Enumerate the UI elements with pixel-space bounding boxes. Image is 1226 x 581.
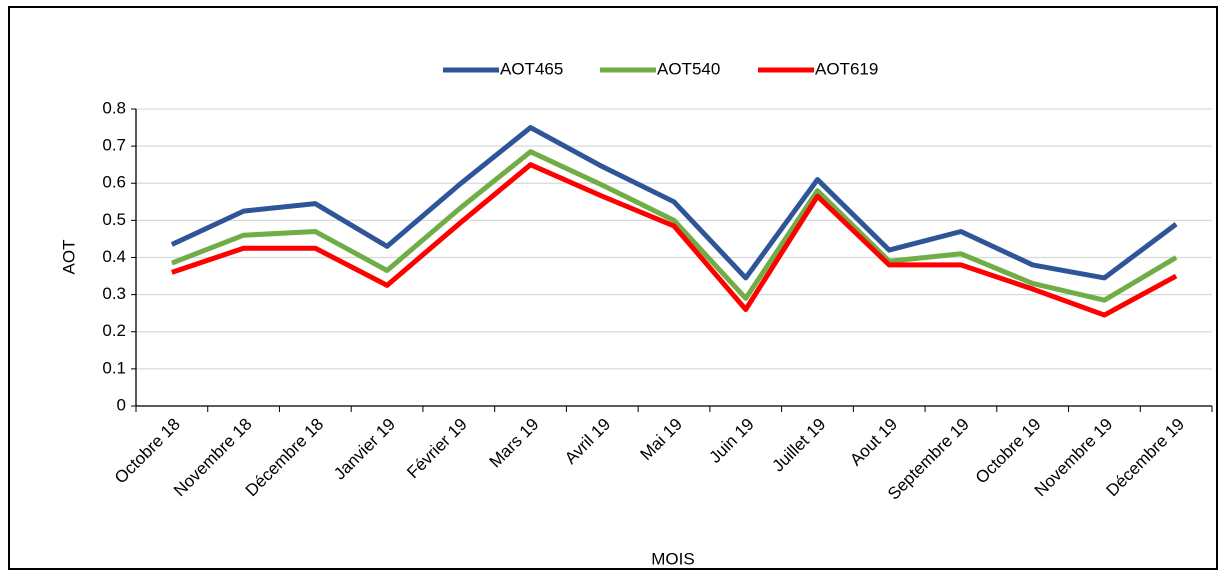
y-tick-label: 0.8 [102,98,126,117]
y-tick-label: 0 [117,395,126,414]
x-axis-title: MOIS [651,549,694,568]
y-axis-title: AOT [59,240,78,275]
y-tick-label: 0.3 [102,284,126,303]
legend-label: AOT619 [815,59,878,78]
y-tick-label: 0.2 [102,321,126,340]
series-line [170,125,1178,281]
y-tick-label: 0.4 [102,247,126,266]
legend-label: AOT540 [657,59,720,78]
y-tick-label: 0.7 [102,136,126,155]
chart-border [8,6,1218,570]
y-tick-label: 0.1 [102,358,126,377]
series-line [170,149,1178,303]
series-line [171,162,1178,318]
legend-label: AOT465 [500,59,563,78]
y-tick-label: 0.5 [102,210,126,229]
y-tick-label: 0.6 [102,173,126,192]
